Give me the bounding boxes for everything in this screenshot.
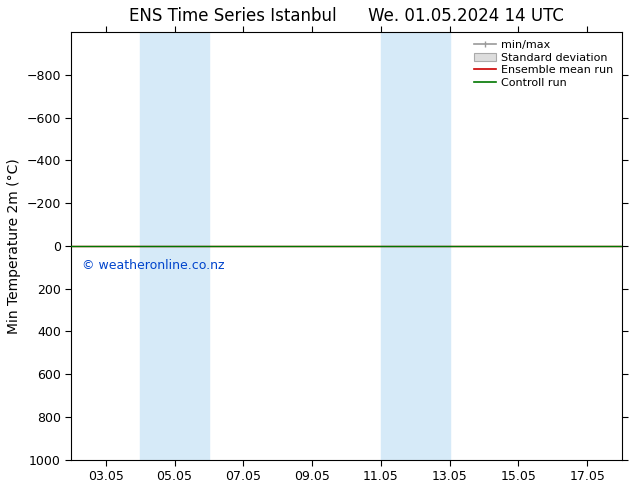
Title: ENS Time Series Istanbul      We. 01.05.2024 14 UTC: ENS Time Series Istanbul We. 01.05.2024 … bbox=[129, 7, 564, 25]
Y-axis label: Min Temperature 2m (°C): Min Temperature 2m (°C) bbox=[7, 158, 21, 334]
Legend: min/max, Standard deviation, Ensemble mean run, Controll run: min/max, Standard deviation, Ensemble me… bbox=[472, 38, 616, 90]
Text: © weatheronline.co.nz: © weatheronline.co.nz bbox=[82, 259, 224, 271]
Bar bbox=[140, 32, 209, 460]
Bar bbox=[381, 32, 450, 460]
